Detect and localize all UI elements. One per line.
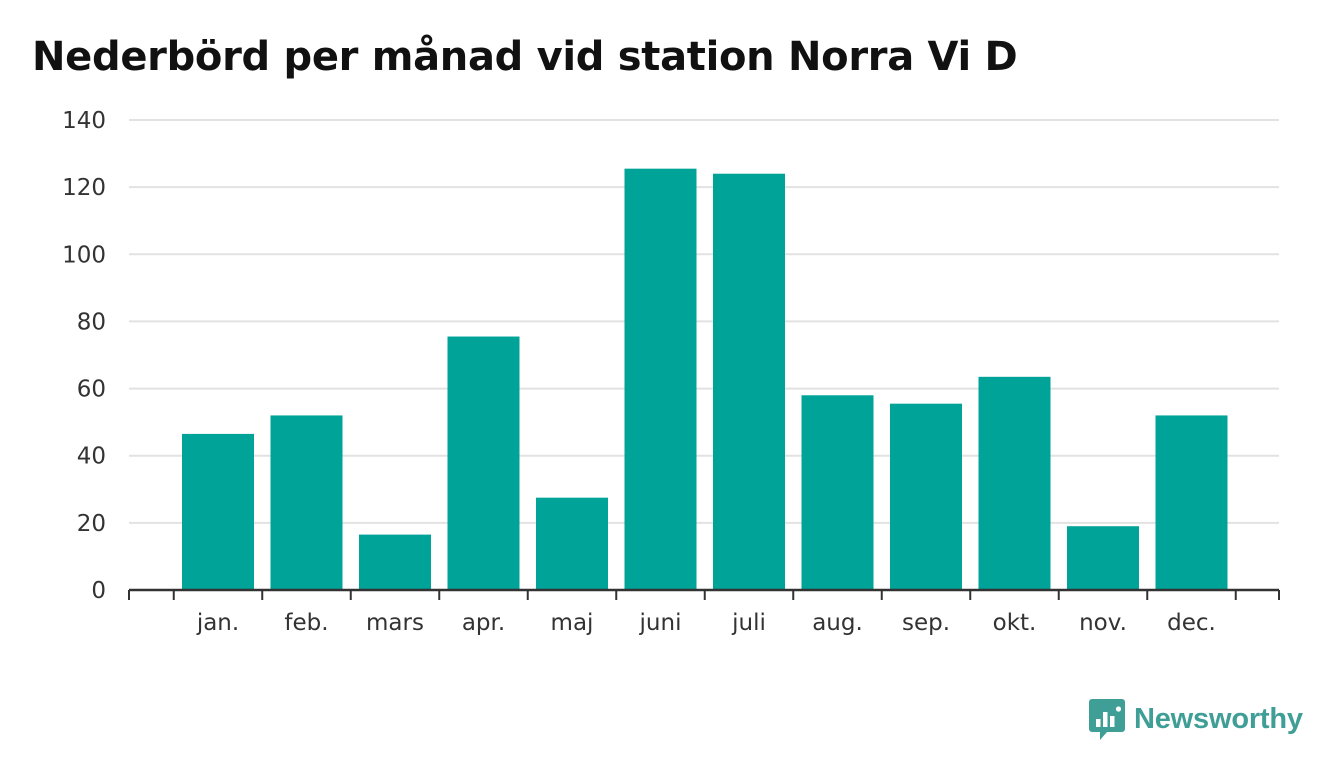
x-tick-label: nov. (1079, 610, 1127, 636)
bar-juli (713, 173, 785, 590)
x-tick-label: apr. (462, 610, 505, 636)
x-tick-label: dec. (1167, 610, 1216, 636)
newsworthy-logo-icon (1089, 699, 1125, 740)
y-tick-label: 100 (62, 242, 106, 268)
x-tick-label: mars (366, 610, 424, 636)
x-tick-label: maj (551, 610, 594, 636)
bar-okt (978, 376, 1051, 590)
x-tick-label: sep. (902, 610, 950, 636)
bar-aug (801, 395, 874, 590)
y-tick-label: 40 (77, 444, 106, 470)
bar-mars (359, 534, 431, 590)
x-tick-label: juli (731, 610, 766, 636)
brand-logo: Newsworthy (1088, 697, 1303, 741)
bar-feb (270, 415, 343, 590)
y-tick-label: 0 (91, 578, 106, 604)
y-tick-label: 140 (62, 108, 106, 134)
y-tick-label: 60 (77, 377, 106, 403)
bars (182, 168, 1228, 590)
x-tick-label: jan. (196, 610, 239, 636)
bar-nov (1067, 526, 1139, 590)
x-axis-tick-labels: jan. feb. mars apr. maj juni juli aug. sep. okt. n… (196, 610, 1216, 636)
y-tick-label: 20 (77, 511, 106, 537)
bar-jan (182, 433, 254, 590)
bar-dec (1155, 415, 1228, 590)
bar-apr (447, 336, 520, 590)
x-axis (128, 588, 1280, 600)
x-tick-label: aug. (812, 610, 863, 636)
x-tick-label: juni (639, 610, 682, 636)
x-tick-label: okt. (993, 610, 1037, 636)
brand-name: Newsworthy (1134, 702, 1303, 735)
chart-title: Nederbörd per månad vid station Norra Vi… (32, 34, 1018, 80)
y-tick-label: 80 (77, 309, 106, 335)
bar-maj (536, 497, 608, 590)
y-tick-label: 120 (62, 175, 106, 201)
bar-sep (890, 403, 962, 590)
bar-juni (624, 168, 697, 590)
x-tick-label: feb. (284, 610, 328, 636)
y-axis-tick-labels: 0 20 40 60 80 100 120 140 (62, 108, 106, 604)
